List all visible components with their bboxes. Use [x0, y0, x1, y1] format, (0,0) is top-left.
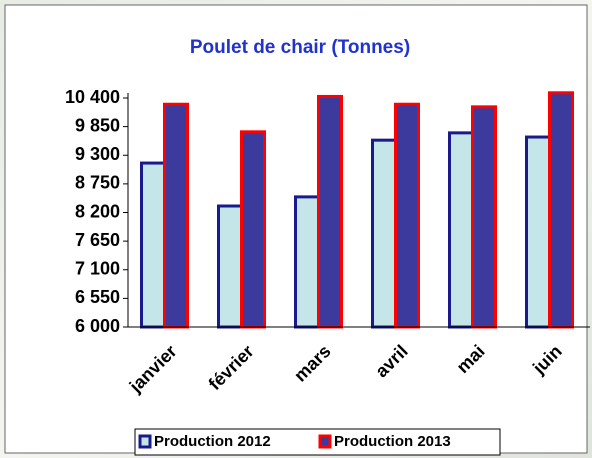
bar [525, 135, 551, 329]
y-tick-label: 9 850 [75, 115, 120, 135]
legend-marker [138, 434, 152, 449]
y-tick-label: 7 650 [75, 230, 120, 250]
bar [548, 91, 574, 329]
legend-box [134, 428, 501, 456]
legend-label: Production 2012 [154, 433, 271, 450]
bar [163, 102, 189, 329]
bar [471, 105, 497, 329]
y-tick-label: 9 300 [75, 144, 120, 164]
bar [448, 131, 474, 329]
bar [394, 102, 420, 329]
y-tick-label: 8 750 [75, 173, 120, 193]
bar [217, 204, 243, 329]
y-tick-label: 7 100 [75, 259, 120, 279]
legend-marker [318, 434, 332, 449]
bar [317, 94, 343, 329]
y-tick-label: 10 400 [65, 87, 120, 107]
y-tick-label: 8 200 [75, 201, 120, 221]
y-tick-label: 6 550 [75, 287, 120, 307]
bar [140, 161, 166, 329]
bar [371, 138, 397, 329]
y-tick-label: 6 000 [75, 316, 120, 336]
legend-label: Production 2013 [334, 433, 451, 450]
bar [294, 195, 320, 329]
chart-title: Poulet de chair (Tonnes) [190, 37, 410, 58]
bar [240, 130, 266, 329]
